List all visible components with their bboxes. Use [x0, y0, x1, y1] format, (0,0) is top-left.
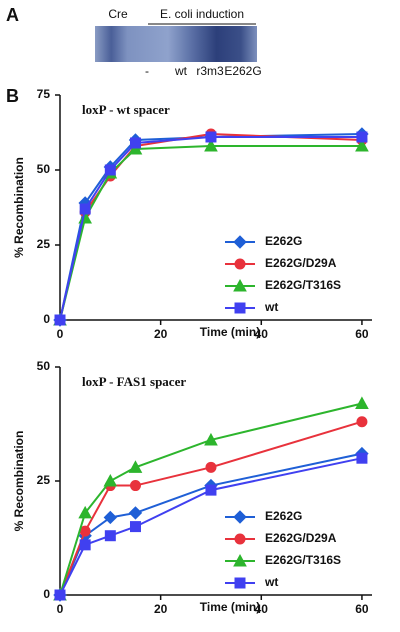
lane-label: wt: [174, 64, 188, 78]
marker: [129, 521, 141, 533]
marker: [233, 510, 247, 524]
legend-label: E262G/D29A: [265, 531, 337, 545]
x-tick-label: 40: [255, 602, 269, 616]
lane-label: r3m3: [196, 64, 224, 78]
marker: [355, 138, 369, 152]
lane-label: E262G: [224, 64, 261, 78]
y-tick-label: 25: [37, 237, 51, 251]
legend-label: E262G/T316S: [265, 553, 341, 567]
marker: [79, 203, 91, 215]
marker: [234, 577, 246, 589]
lane-label: Cre: [108, 7, 128, 21]
marker: [128, 506, 143, 520]
y-tick-label: 75: [37, 87, 51, 101]
marker: [129, 480, 141, 492]
y-axis-label: % Recombination: [12, 157, 26, 258]
marker: [356, 452, 368, 464]
marker: [234, 533, 246, 545]
x-axis-label: Time (min): [200, 325, 260, 339]
legend-label: E262G: [265, 234, 302, 248]
marker: [234, 302, 246, 314]
x-tick-label: 20: [154, 327, 168, 341]
marker: [104, 530, 116, 542]
legend-label: wt: [264, 575, 278, 589]
series-line: [59, 420, 363, 596]
marker: [204, 138, 218, 152]
marker: [233, 235, 247, 249]
marker: [205, 484, 217, 496]
series-line: [59, 402, 363, 596]
panel-label: B: [6, 86, 19, 106]
marker: [54, 314, 66, 326]
x-tick-label: 0: [57, 327, 64, 341]
marker: [79, 539, 91, 551]
legend-label: E262G/D29A: [265, 256, 337, 270]
gel-image: [95, 26, 257, 62]
series-line: [59, 452, 363, 596]
y-tick-label: 0: [43, 587, 50, 601]
chart-title: loxP - FAS1 spacer: [82, 374, 186, 389]
x-tick-label: 60: [355, 327, 369, 341]
x-tick-label: 40: [255, 327, 269, 341]
series-line: [59, 457, 363, 596]
series-line: [59, 136, 362, 321]
marker: [103, 510, 118, 525]
x-tick-label: 20: [154, 602, 168, 616]
y-tick-label: 25: [37, 473, 51, 487]
chart-title: loxP - wt spacer: [82, 102, 170, 117]
legend-label: wt: [264, 300, 278, 314]
marker: [233, 553, 247, 567]
panel-label: A: [6, 5, 19, 25]
x-axis-label: Time (min): [200, 600, 260, 614]
legend-label: E262G/T316S: [265, 278, 341, 292]
y-tick-label: 0: [43, 312, 50, 326]
lane-label: -: [145, 64, 149, 78]
marker: [54, 589, 66, 601]
y-tick-label: 50: [37, 162, 51, 176]
series-line: [59, 145, 362, 321]
marker: [103, 473, 118, 487]
marker: [104, 164, 116, 176]
marker: [355, 396, 369, 409]
y-axis-label: % Recombination: [12, 431, 26, 532]
x-tick-label: 60: [355, 602, 369, 616]
induction-label: E. coli induction: [160, 7, 244, 21]
marker: [205, 131, 217, 143]
marker: [205, 461, 217, 473]
marker: [356, 131, 368, 143]
legend-label: E262G: [265, 509, 302, 523]
marker: [78, 505, 93, 519]
marker: [233, 278, 247, 292]
marker: [204, 432, 218, 446]
marker: [128, 460, 143, 473]
y-tick-label: 50: [37, 359, 51, 373]
marker: [234, 258, 246, 270]
marker: [356, 416, 368, 428]
marker: [129, 137, 141, 149]
x-tick-label: 0: [57, 602, 64, 616]
